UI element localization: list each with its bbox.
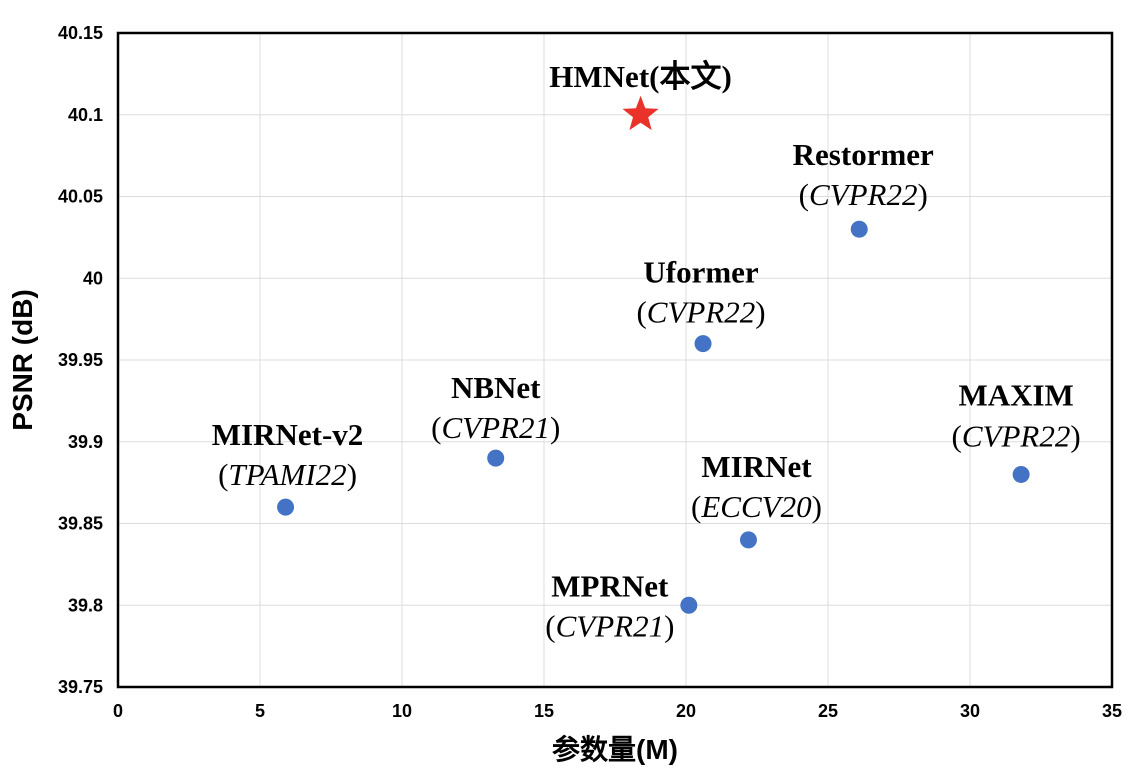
- data-point: [487, 449, 505, 467]
- x-tick-label: 20: [676, 701, 696, 721]
- data-points: [277, 95, 1030, 614]
- data-point: [694, 335, 712, 353]
- point-name-label: MPRNet: [551, 568, 669, 603]
- point-name-label: Uformer: [643, 255, 759, 290]
- data-point: [739, 531, 757, 549]
- x-tick-label: 25: [818, 701, 838, 721]
- y-tick-label: 39.85: [58, 514, 103, 534]
- y-tick-label: 40.15: [58, 23, 103, 43]
- venue-text: CVPR22: [647, 295, 756, 330]
- point-name-label: HMNet(本文): [549, 59, 732, 94]
- y-tick-label: 39.9: [68, 432, 103, 452]
- x-axis-title: 参数量(M): [552, 733, 678, 765]
- data-point: [1012, 465, 1030, 483]
- data-point: [850, 220, 868, 238]
- venue-text: CVPR21: [556, 608, 665, 643]
- x-tick-label: 10: [392, 701, 412, 721]
- y-tick-label: 40: [83, 268, 103, 288]
- data-point: [680, 596, 698, 614]
- point-name-label: MAXIM: [958, 377, 1073, 412]
- point-venue-label: (CVPR22): [952, 418, 1081, 453]
- x-tick-label: 0: [113, 701, 123, 721]
- venue-text: TPAMI22: [228, 457, 346, 492]
- plot-area: [116, 31, 1114, 689]
- star-marker: [622, 95, 659, 131]
- x-tick-label: 35: [1102, 701, 1122, 721]
- point-venue-label: (ECCV20): [691, 489, 822, 524]
- y-tick-label: 39.75: [58, 677, 103, 697]
- point-name-label: MIRNet-v2: [212, 417, 364, 452]
- point-venue-label: (CVPR22): [799, 177, 928, 212]
- y-tick-label: 39.8: [68, 595, 103, 615]
- venue-text: CVPR22: [809, 177, 918, 212]
- venue-text: ECCV20: [700, 489, 812, 524]
- data-point: [277, 498, 295, 516]
- venue-text: CVPR22: [962, 418, 1071, 453]
- point-name-label: MIRNet: [701, 449, 812, 484]
- y-tick-label: 40.05: [58, 187, 103, 207]
- point-name-label: NBNet: [451, 370, 541, 405]
- point-labels: HMNet(本文) Restormer (CVPR22) Uformer (CVPR22…: [212, 59, 1081, 644]
- point-venue-label: (CVPR21): [431, 410, 560, 445]
- y-axis-title: PSNR (dB): [7, 289, 38, 431]
- point-venue-label: (CVPR21): [545, 608, 674, 643]
- x-tick-label: 15: [534, 701, 554, 721]
- point-name-label: Restormer: [793, 137, 934, 172]
- x-tick-label: 5: [255, 701, 265, 721]
- x-tick-label: 30: [960, 701, 980, 721]
- y-tick-label: 40.1: [68, 105, 103, 125]
- y-axis-ticks: 39.75 39.8 39.85 39.9 39.95 40 40.05 40.1 40.15: [58, 23, 103, 697]
- point-venue-label: (TPAMI22): [218, 457, 357, 492]
- point-venue-label: (CVPR22): [636, 295, 765, 330]
- venue-text: CVPR21: [441, 410, 550, 445]
- y-tick-label: 39.95: [58, 350, 103, 370]
- x-axis-ticks: 0 5 10 15 20 25 30 35: [113, 701, 1122, 721]
